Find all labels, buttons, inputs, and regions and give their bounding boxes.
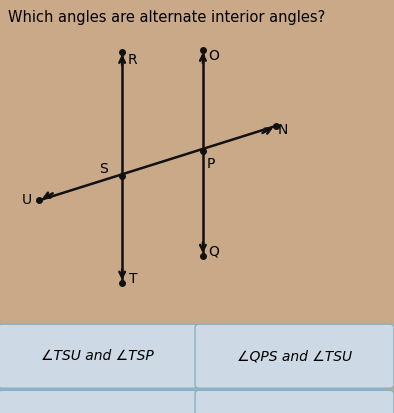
- Text: N: N: [278, 123, 288, 137]
- FancyBboxPatch shape: [195, 390, 394, 413]
- Text: S: S: [100, 162, 108, 176]
- Text: ∠TSU and ∠TSP: ∠TSU and ∠TSP: [41, 349, 154, 363]
- Text: O: O: [208, 49, 219, 63]
- Text: T: T: [129, 272, 138, 286]
- FancyBboxPatch shape: [195, 324, 394, 388]
- Text: U: U: [21, 193, 32, 207]
- Text: P: P: [207, 157, 215, 171]
- Text: ∠QPS and ∠TSU: ∠QPS and ∠TSU: [237, 349, 352, 363]
- FancyBboxPatch shape: [0, 390, 197, 413]
- Text: Which angles are alternate interior angles?: Which angles are alternate interior angl…: [8, 10, 325, 25]
- FancyBboxPatch shape: [0, 324, 197, 388]
- Text: R: R: [128, 53, 138, 67]
- Text: Q: Q: [208, 244, 219, 258]
